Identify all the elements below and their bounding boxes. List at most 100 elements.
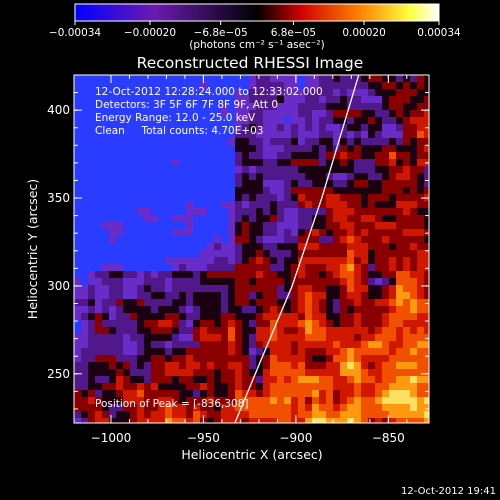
heatmap-cell <box>319 75 327 83</box>
heatmap-cell <box>102 187 110 195</box>
heatmap-cell <box>123 320 131 328</box>
heatmap-cell <box>249 390 257 398</box>
heatmap-cell <box>172 404 180 412</box>
heatmap-cell <box>284 418 292 423</box>
heatmap-cell <box>81 271 89 279</box>
heatmap-cell <box>151 348 159 356</box>
heatmap-cell <box>109 313 117 321</box>
heatmap-cell <box>179 362 187 370</box>
heatmap-cell <box>144 103 152 111</box>
heatmap-cell <box>319 376 327 384</box>
heatmap-cell <box>375 292 383 300</box>
heatmap-cell <box>340 327 348 335</box>
heatmap-cell <box>340 110 348 118</box>
heatmap-cell <box>403 369 411 377</box>
heatmap-cell <box>263 292 271 300</box>
heatmap-cell <box>354 383 362 391</box>
heatmap-cell <box>137 82 145 90</box>
heatmap-cell <box>382 299 390 307</box>
heatmap-cell <box>424 82 429 90</box>
heatmap-cell <box>242 362 250 370</box>
heatmap-cell <box>116 390 124 398</box>
heatmap-cell <box>319 159 327 167</box>
heatmap-cell <box>340 103 348 111</box>
heatmap-cell <box>312 152 320 160</box>
heatmap-cell <box>396 313 404 321</box>
heatmap-cell <box>151 117 159 125</box>
heatmap-cell <box>284 222 292 230</box>
heatmap-cell <box>95 194 103 202</box>
heatmap-cell <box>221 236 229 244</box>
heatmap-cell <box>249 306 257 314</box>
heatmap-cell <box>396 327 404 335</box>
heatmap-cell <box>81 103 89 111</box>
heatmap-cell <box>207 187 215 195</box>
heatmap-cell <box>137 208 145 216</box>
heatmap-cell <box>144 397 152 405</box>
heatmap-cell <box>74 208 82 216</box>
heatmap-cell <box>144 173 152 181</box>
heatmap-cell <box>375 96 383 104</box>
heatmap-cell <box>249 292 257 300</box>
heatmap-cell <box>249 327 257 335</box>
heatmap-cell <box>151 89 159 97</box>
heatmap-cell <box>410 355 418 363</box>
heatmap-cell <box>270 376 278 384</box>
heatmap-cell <box>193 369 201 377</box>
heatmap-cell <box>305 103 313 111</box>
heatmap-cell <box>389 264 397 272</box>
heatmap-cell <box>207 208 215 216</box>
heatmap-cell <box>151 327 159 335</box>
heatmap-cell <box>354 215 362 223</box>
heatmap-cell <box>214 180 222 188</box>
heatmap-cell <box>158 215 166 223</box>
heatmap-cell <box>312 264 320 272</box>
heatmap-cell <box>214 355 222 363</box>
heatmap-cell <box>354 180 362 188</box>
heatmap-cell <box>242 138 250 146</box>
heatmap-cell <box>235 82 243 90</box>
heatmap-cell <box>193 173 201 181</box>
heatmap-cell <box>298 89 306 97</box>
heatmap-cell <box>305 404 313 412</box>
heatmap-cell <box>417 194 425 202</box>
heatmap-cell <box>221 138 229 146</box>
heatmap-cell <box>88 383 96 391</box>
heatmap-cell <box>242 89 250 97</box>
heatmap-cell <box>263 383 271 391</box>
heatmap-cell <box>305 229 313 237</box>
heatmap-cell <box>214 306 222 314</box>
heatmap-cell <box>88 411 96 419</box>
heatmap-cell <box>375 75 383 83</box>
heatmap-cell <box>389 320 397 328</box>
heatmap-cell <box>109 236 117 244</box>
heatmap-cell <box>382 194 390 202</box>
heatmap-cell <box>221 355 229 363</box>
heatmap-cell <box>179 306 187 314</box>
heatmap-cell <box>382 362 390 370</box>
heatmap-cell <box>270 82 278 90</box>
heatmap-cell <box>137 327 145 335</box>
heatmap-cell <box>417 383 425 391</box>
heatmap-cell <box>361 418 369 423</box>
heatmap-cell <box>144 376 152 384</box>
heatmap-cell <box>123 96 131 104</box>
heatmap-cell <box>109 299 117 307</box>
heatmap-cell <box>123 208 131 216</box>
heatmap-cell <box>88 313 96 321</box>
heatmap-cell <box>354 397 362 405</box>
heatmap-cell <box>389 145 397 153</box>
heatmap-cell <box>375 138 383 146</box>
heatmap-cell <box>326 110 334 118</box>
heatmap-cell <box>235 257 243 265</box>
heatmap-cell <box>305 124 313 132</box>
heatmap-cell <box>228 180 236 188</box>
heatmap-cell <box>382 215 390 223</box>
heatmap-cell <box>403 110 411 118</box>
heatmap-cell <box>312 222 320 230</box>
heatmap-cell <box>333 341 341 349</box>
heatmap-cell <box>361 320 369 328</box>
heatmap-cell <box>368 243 376 251</box>
heatmap-cell <box>347 334 355 342</box>
heatmap-cell <box>354 327 362 335</box>
